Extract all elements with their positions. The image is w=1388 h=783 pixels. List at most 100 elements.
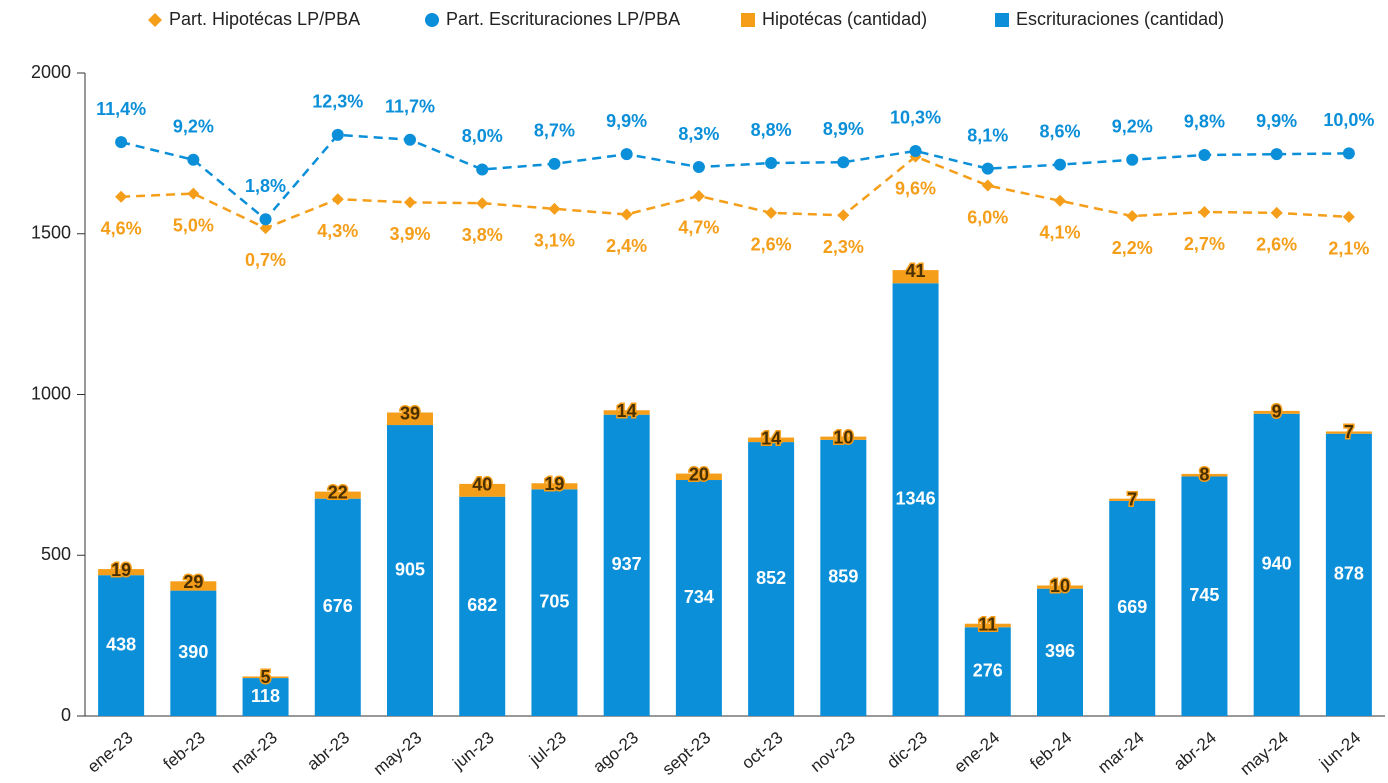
point xyxy=(476,197,489,210)
point xyxy=(548,202,561,215)
data-label: 8,7% xyxy=(534,121,575,141)
point xyxy=(692,189,705,202)
data-label: 3,9% xyxy=(389,224,430,244)
data-label: 40 xyxy=(472,475,492,495)
point xyxy=(404,133,416,146)
legend-label: Hipotécas (cantidad) xyxy=(762,9,927,29)
bar xyxy=(314,491,361,499)
bar xyxy=(531,489,578,716)
bar xyxy=(820,439,867,716)
x-tick-label: mar-23 xyxy=(228,728,281,777)
data-label: 396 xyxy=(1045,641,1075,661)
data-label: 11,4% xyxy=(96,99,146,119)
point xyxy=(1342,147,1355,160)
data-label: 41 xyxy=(906,261,926,281)
point xyxy=(837,209,850,222)
bar xyxy=(170,590,217,716)
point xyxy=(115,136,128,149)
x-tick-label: may-23 xyxy=(370,728,426,779)
point xyxy=(1270,206,1283,219)
x-tick-label: ago-23 xyxy=(589,728,642,777)
data-label: 940 xyxy=(1262,554,1292,574)
data-label: 8,6% xyxy=(1039,121,1080,141)
point xyxy=(981,162,994,175)
data-label: 6,0% xyxy=(967,207,1008,227)
y-tick-label: 1500 xyxy=(31,223,71,243)
data-label: 734 xyxy=(684,587,714,607)
bar xyxy=(170,581,217,591)
bar xyxy=(459,496,506,716)
bar xyxy=(98,575,145,716)
data-label: 9,2% xyxy=(1112,117,1153,137)
bar xyxy=(1325,431,1372,434)
data-label: 852 xyxy=(756,568,786,588)
data-label: 118 xyxy=(251,686,280,706)
x-tick-label: abr-23 xyxy=(303,728,353,774)
x-tick-label: may-24 xyxy=(1236,728,1292,779)
bar xyxy=(459,483,506,497)
point xyxy=(331,128,344,141)
y-tick-label: 1000 xyxy=(31,383,71,403)
data-label: 8,3% xyxy=(678,124,719,144)
data-label: 7 xyxy=(1127,489,1137,509)
data-label: 2,6% xyxy=(751,235,792,255)
data-label: 8,9% xyxy=(823,119,864,139)
bar xyxy=(892,270,939,284)
legend-marker xyxy=(741,13,755,27)
data-label: 705 xyxy=(539,591,569,611)
bar xyxy=(242,676,289,679)
point xyxy=(1054,158,1066,171)
x-tick-label: dic-23 xyxy=(883,728,931,772)
data-label: 9,2% xyxy=(173,117,214,137)
data-label: 905 xyxy=(395,559,425,579)
x-tick-label: jun-23 xyxy=(448,728,497,774)
bar xyxy=(603,410,650,415)
x-tick-label: feb-23 xyxy=(160,728,209,774)
x-tick-label: abr-24 xyxy=(1170,728,1220,774)
legend-label: Part. Escrituraciones LP/PBA xyxy=(446,9,680,29)
bar xyxy=(748,442,795,716)
data-label: 4,3% xyxy=(317,221,358,241)
line xyxy=(121,155,1349,230)
data-label: 669 xyxy=(1117,597,1147,617)
x-tick-label: feb-24 xyxy=(1026,728,1075,774)
bar xyxy=(603,414,650,716)
data-label: 11,7% xyxy=(385,96,435,116)
bar xyxy=(1181,473,1228,477)
data-label: 4,6% xyxy=(101,219,142,239)
x-tick-label: jul-23 xyxy=(525,728,570,770)
data-label: 22 xyxy=(328,482,348,502)
data-label: 3,1% xyxy=(534,231,575,251)
point xyxy=(981,179,994,192)
bar xyxy=(964,623,1011,628)
point xyxy=(259,222,272,235)
legend-marker xyxy=(425,13,439,27)
point xyxy=(548,157,561,170)
data-label: 859 xyxy=(828,567,858,587)
data-label: 11 xyxy=(978,614,997,634)
y-tick-label: 0 xyxy=(61,705,71,725)
point xyxy=(765,206,778,219)
data-label: 2,3% xyxy=(823,237,864,257)
bar xyxy=(387,425,433,716)
point xyxy=(1126,153,1139,166)
x-tick-label: jun-24 xyxy=(1315,728,1364,774)
data-label: 2,2% xyxy=(1112,238,1153,258)
data-label: 10 xyxy=(1050,576,1070,596)
data-label: 2,1% xyxy=(1328,239,1369,259)
data-label: 14 xyxy=(761,428,781,448)
point xyxy=(1054,194,1066,207)
data-label: 9,9% xyxy=(606,111,647,131)
point xyxy=(404,196,416,209)
point xyxy=(1270,148,1283,161)
bar xyxy=(314,498,361,716)
bar xyxy=(1109,498,1156,501)
data-label: 10,0% xyxy=(1323,110,1374,130)
data-label: 9,6% xyxy=(895,178,936,198)
bar xyxy=(964,627,1011,716)
point xyxy=(259,213,272,226)
point xyxy=(115,190,128,203)
legend-label: Part. Hipotécas LP/PBA xyxy=(169,9,360,29)
x-tick-label: nov-23 xyxy=(807,728,859,776)
